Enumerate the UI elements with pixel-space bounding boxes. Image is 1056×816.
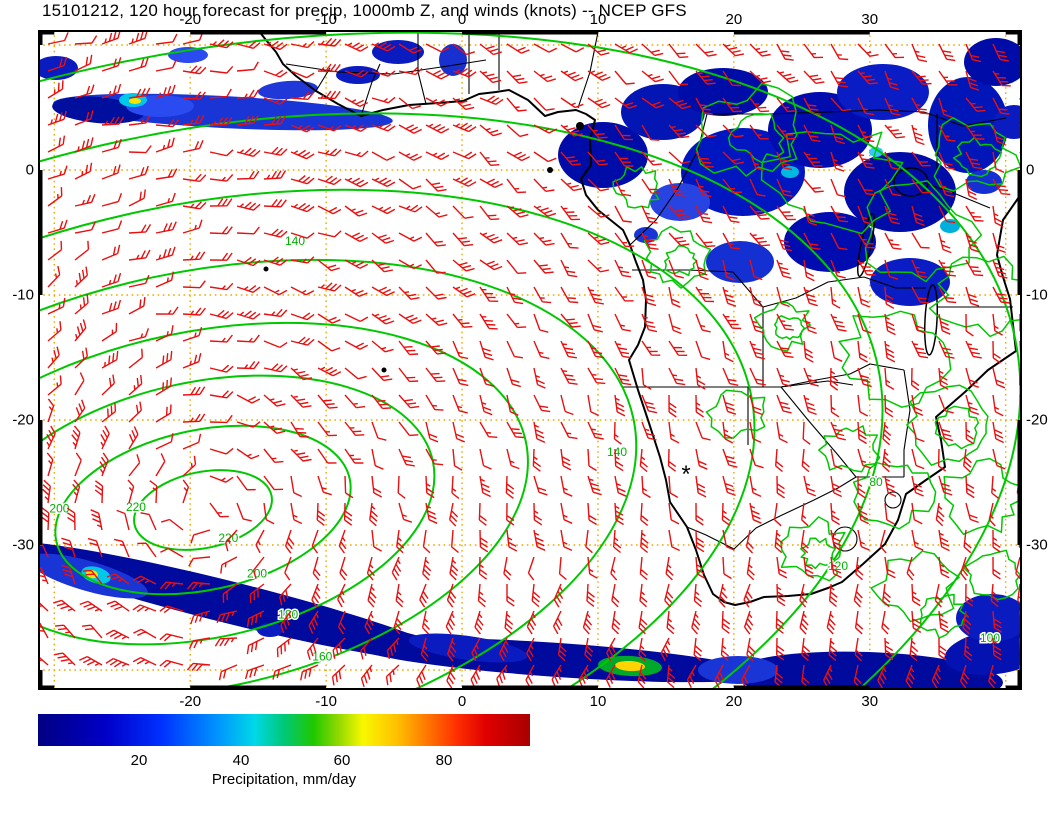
x-axis-tick-label-bottom: 30 [861,693,879,710]
wind-barbs-layer [38,30,1022,689]
x-axis-tick-label-top: 30 [861,11,879,28]
x-axis-tick-label-top: 10 [589,11,607,28]
x-axis-tick-label-top: 0 [457,11,467,28]
map-plot-area: 160 180 200 200 220 220 140 140 120 100 80 * [38,30,1022,690]
colorbar: 20 40 60 80 Precipitation, mm/day [38,714,530,794]
y-axis-tick-label-right: 0 [1026,161,1035,179]
station-marker: * [681,461,690,488]
colorbar-tick-label: 40 [232,752,250,769]
x-axis-tick-label-top: -10 [315,11,337,28]
x-axis-tick-label-bottom: -20 [179,693,202,710]
x-axis-tick-label-bottom: 20 [725,693,743,710]
contour-label: 200 [247,567,267,581]
contour-label: 140 [607,445,627,459]
colorbar-tick-label: 20 [130,752,148,769]
y-axis-tick-label-left: 0 [25,161,34,179]
x-axis-tick-label-bottom: 0 [457,693,467,710]
contour-label: 200 [49,502,69,516]
contour-label: 80 [869,475,883,489]
map-frame [38,30,1022,690]
precipitation-layer [38,38,1022,690]
contour-label: 220 [218,531,238,545]
y-axis-tick-label-left: -10 [12,286,34,304]
colorbar-tick-label: 60 [333,752,351,769]
y-axis-tick-label-right: -10 [1026,286,1048,304]
annotation-layer: * [681,461,690,488]
colorbar-tick-label: 80 [435,752,453,769]
x-axis-tick-label-top: 20 [725,11,743,28]
x-axis-tick-label-bottom: -10 [315,693,337,710]
y-axis-tick-label-left: -20 [12,411,34,429]
contour-label: 160 [312,649,332,663]
y-axis-tick-label-right: -30 [1026,536,1048,554]
x-axis-tick-label-top: -20 [179,11,202,28]
y-axis-tick-label-right: -20 [1026,411,1048,429]
contour-label: 220 [126,500,146,514]
coastline-borders-layer [257,30,1022,606]
y-axis-tick-label-left: -30 [12,536,34,554]
chart-title: 15101212, 120 hour forecast for precip, … [42,1,687,20]
x-axis-tick-label-bottom: 10 [589,693,607,710]
colorbar-label: Precipitation, mm/day [211,771,357,788]
height-contours-layer [38,31,1022,690]
colorbar-gradient [38,714,530,746]
